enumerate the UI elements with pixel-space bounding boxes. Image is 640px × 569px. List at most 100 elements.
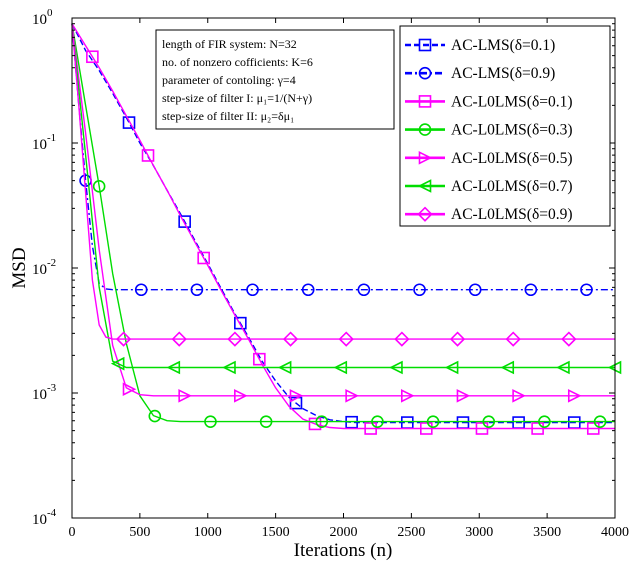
y-axis-label: MSD bbox=[9, 247, 30, 288]
series-3 bbox=[71, 23, 615, 428]
legend-marker bbox=[417, 179, 432, 193]
data-point bbox=[420, 422, 433, 435]
legend-item: AC-L0LMS(δ=0.7) bbox=[405, 178, 573, 195]
legend-item: AC-LMS(δ=0.1) bbox=[405, 37, 555, 54]
y-tick-label: 10-1 bbox=[32, 132, 56, 153]
legend-label: AC-LMS(δ=0.9) bbox=[451, 65, 555, 82]
y-tick-label: 10-3 bbox=[32, 382, 57, 403]
data-point bbox=[308, 417, 322, 431]
data-point bbox=[234, 388, 248, 403]
legend-item: AC-L0LMS(δ=0.3) bbox=[405, 122, 573, 139]
x-tick-label: 3500 bbox=[533, 525, 561, 540]
data-point bbox=[482, 415, 496, 428]
data-point bbox=[357, 283, 371, 297]
legend-label: AC-L0LMS(δ=0.1) bbox=[451, 93, 573, 110]
legend-marker bbox=[418, 123, 432, 136]
legend-marker bbox=[418, 151, 433, 165]
legend-item: AC-LMS(δ=0.9) bbox=[405, 65, 555, 82]
x-tick-label: 4000 bbox=[601, 525, 629, 540]
series-6 bbox=[71, 23, 615, 347]
data-point bbox=[426, 415, 440, 428]
legend-marker bbox=[418, 66, 432, 80]
data-point bbox=[444, 360, 459, 375]
data-point bbox=[556, 360, 570, 375]
data-point bbox=[371, 415, 384, 428]
x-tick-label: 500 bbox=[129, 525, 150, 540]
data-point bbox=[512, 388, 526, 403]
data-point bbox=[122, 382, 137, 396]
series-line bbox=[71, 23, 615, 291]
data-point bbox=[171, 331, 187, 347]
data-point bbox=[277, 360, 292, 375]
data-point bbox=[197, 251, 210, 265]
data-point bbox=[246, 283, 259, 297]
data-point bbox=[580, 283, 593, 297]
x-tick-label: 1000 bbox=[194, 525, 222, 540]
data-point bbox=[227, 331, 243, 347]
legend-item: AC-L0LMS(δ=0.9) bbox=[405, 206, 573, 223]
legend-label: AC-LMS(δ=0.1) bbox=[451, 37, 555, 54]
data-point bbox=[468, 283, 482, 297]
data-point bbox=[289, 388, 304, 403]
series-line bbox=[71, 23, 615, 369]
annotation-text: length of FIR system: N=32 no. of nonzero… bbox=[162, 37, 313, 123]
data-point bbox=[456, 388, 471, 403]
data-point bbox=[413, 283, 426, 297]
data-point bbox=[222, 360, 236, 375]
data-point bbox=[115, 331, 132, 347]
data-point bbox=[110, 356, 125, 371]
legend-item: AC-L0LMS(δ=0.1) bbox=[405, 93, 573, 110]
data-point bbox=[204, 415, 217, 428]
data-point bbox=[166, 360, 181, 375]
x-tick-label: 1500 bbox=[262, 525, 290, 540]
series-line bbox=[71, 23, 615, 423]
data-point bbox=[500, 360, 515, 375]
data-point bbox=[289, 396, 303, 410]
data-point bbox=[593, 415, 607, 428]
legend-item: AC-L0LMS(δ=0.5) bbox=[405, 150, 573, 167]
x-tick-label: 0 bbox=[69, 525, 76, 540]
data-point bbox=[561, 331, 577, 347]
legend-label: AC-L0LMS(δ=0.9) bbox=[451, 206, 573, 223]
data-point bbox=[190, 283, 204, 297]
data-point bbox=[345, 388, 359, 403]
series-layer bbox=[71, 23, 622, 435]
series-4 bbox=[71, 23, 615, 403]
legend-label: AC-L0LMS(δ=0.3) bbox=[451, 122, 573, 139]
legend-label: AC-L0LMS(δ=0.7) bbox=[451, 178, 573, 195]
data-point bbox=[394, 331, 410, 347]
data-point bbox=[567, 388, 582, 403]
x-tick-label: 3000 bbox=[465, 525, 493, 540]
annotation-box: length of FIR system: N=32 no. of nonzero… bbox=[155, 29, 395, 130]
data-point bbox=[234, 316, 247, 330]
data-point bbox=[338, 331, 354, 347]
data-point bbox=[282, 331, 299, 347]
data-point bbox=[401, 388, 415, 403]
data-point bbox=[141, 149, 155, 162]
data-point bbox=[122, 116, 136, 129]
y-tick-label: 10-4 bbox=[32, 507, 57, 528]
x-tick-label: 2000 bbox=[330, 525, 358, 540]
legend-marker bbox=[418, 38, 432, 52]
series-line bbox=[71, 23, 615, 424]
data-point bbox=[475, 422, 489, 435]
data-point bbox=[253, 352, 266, 366]
data-point bbox=[148, 409, 162, 423]
x-axis: 0 500 1000 1500 2000 2500 3000 3500 4000 bbox=[69, 18, 629, 540]
data-point bbox=[538, 415, 551, 428]
data-point bbox=[86, 50, 99, 64]
legend-label: AC-L0LMS(δ=0.5) bbox=[451, 150, 573, 167]
series-line bbox=[71, 23, 615, 430]
data-point bbox=[315, 415, 329, 428]
x-tick-label: 2500 bbox=[397, 525, 425, 540]
legend: AC-LMS(δ=0.1) AC-LMS(δ=0.9) AC-L0LMS(δ=0.1… bbox=[399, 25, 611, 227]
legend-marker bbox=[417, 206, 433, 222]
legend-items: AC-LMS(δ=0.1) AC-LMS(δ=0.9) AC-L0LMS(δ=0.1… bbox=[405, 37, 573, 223]
data-point bbox=[586, 422, 600, 435]
y-tick-label: 100 bbox=[32, 7, 53, 28]
data-point bbox=[505, 331, 521, 347]
data-point bbox=[333, 360, 348, 375]
data-point bbox=[92, 180, 106, 193]
